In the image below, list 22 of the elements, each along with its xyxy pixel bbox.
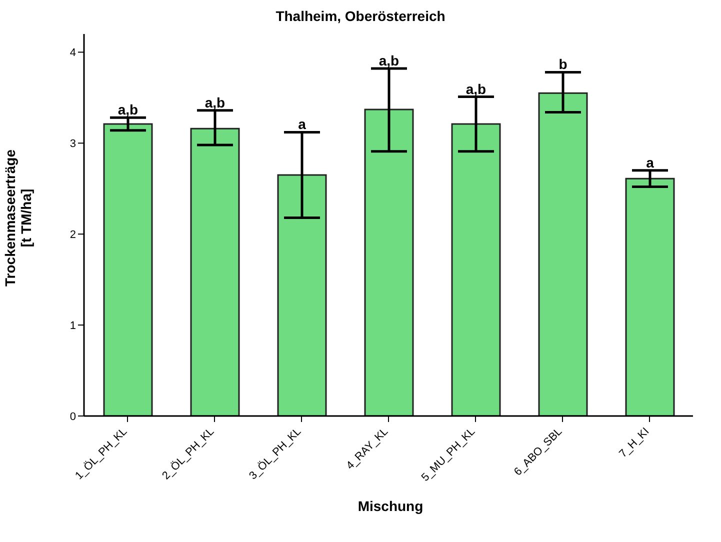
data-label: a <box>298 116 306 132</box>
bar <box>451 123 501 416</box>
data-label: a <box>646 154 654 170</box>
bar <box>625 178 675 416</box>
x-axis-title: Mischung <box>356 498 424 514</box>
chart-title: Thalheim, Oberösterreich <box>274 8 446 24</box>
bar <box>364 108 414 416</box>
data-label: a,b <box>378 52 400 69</box>
bar <box>538 92 588 416</box>
y-tick-label: 2 <box>70 229 76 241</box>
y-tick-label: 4 <box>70 47 76 60</box>
y-tick-label: 1 <box>70 320 76 332</box>
data-label: a,b <box>204 94 226 110</box>
y-axis-title: Trockenmaseerträge [t TM/ha] <box>2 150 34 286</box>
y-tick-label: 3 <box>70 138 76 150</box>
y-tick-label: 0 <box>70 410 76 423</box>
data-label: b <box>558 56 568 72</box>
bar <box>277 174 327 416</box>
data-label: a,b <box>118 102 138 118</box>
bar <box>103 123 153 416</box>
bar <box>190 128 240 416</box>
data-label: a,b <box>466 80 486 97</box>
